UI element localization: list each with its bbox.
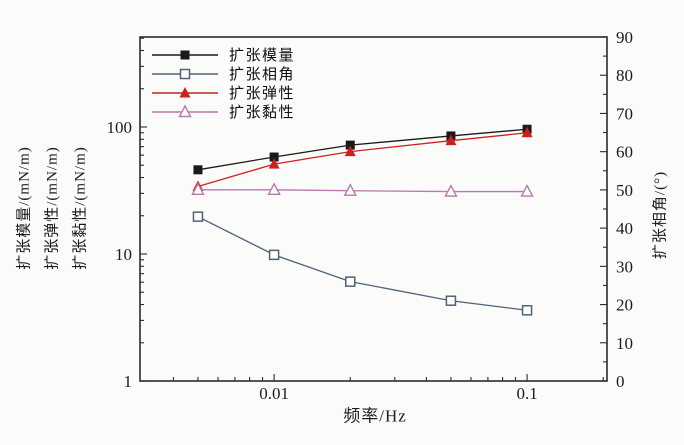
- series-marker-dilational-viscosity: [444, 184, 458, 197]
- y-left-axis-title-modulus: 扩张模量/(mN/m): [16, 146, 33, 270]
- legend-glyph-dilational-modulus: [180, 50, 190, 59]
- series-marker-dilational-viscosity: [520, 184, 534, 197]
- y-left-tick-label: 1: [124, 372, 133, 391]
- series-marker-dilational-elasticity: [445, 134, 457, 146]
- legend-label-phase-angle: 扩张相角: [229, 67, 296, 83]
- series-marker-dilational-modulus: [345, 140, 355, 150]
- legend-glyph-dilational-elasticity: [179, 86, 191, 97]
- legend-glyph-dilational-viscosity: [178, 103, 192, 117]
- y-left-axis-title-elasticity: 扩张弹性/(mN/m): [44, 146, 61, 270]
- legend-label-dilational-modulus: 扩张模量: [229, 48, 296, 64]
- y-right-tick-label: 30: [616, 257, 633, 276]
- series-marker-dilational-viscosity: [267, 182, 281, 196]
- y-left-axis-title-viscosity: 扩张黏性/(mN/m): [72, 146, 89, 270]
- series-marker-dilational-modulus: [269, 152, 279, 162]
- x-tick-label: 0.01: [259, 384, 289, 403]
- y-right-axis-title: 扩张相角/(°): [652, 170, 669, 260]
- legend-glyph-phase-angle: [179, 68, 191, 79]
- series-marker-phase-angle: [345, 276, 356, 287]
- series-marker-dilational-elasticity: [521, 126, 533, 138]
- y-right-tick-label: 90: [616, 28, 633, 47]
- series-marker-dilational-elasticity: [344, 145, 356, 157]
- y-right-tick-label: 70: [616, 104, 633, 123]
- x-tick-label: 0.1: [516, 384, 537, 403]
- series-marker-phase-angle: [192, 211, 204, 222]
- series-marker-dilational-viscosity: [191, 182, 205, 196]
- series-marker-phase-angle: [445, 295, 457, 306]
- legend-item-dilational-modulus: 扩张模量: [150, 45, 295, 64]
- y-left-tick-label: 100: [107, 118, 133, 137]
- series-line-dilational-viscosity: [197, 189, 528, 193]
- series-marker-dilational-elasticity: [268, 158, 280, 169]
- series-marker-phase-angle: [268, 249, 280, 261]
- series-marker-dilational-viscosity: [343, 183, 357, 196]
- legend-marker-dilational-viscosity-icon: [152, 103, 218, 117]
- y-left-tick-label: 10: [115, 245, 132, 264]
- series-line-dilational-elasticity: [197, 132, 528, 188]
- legend-label-dilational-elasticity: 扩张弹性: [229, 86, 296, 102]
- series-marker-dilational-modulus: [193, 165, 203, 175]
- y-right-tick-label: 20: [616, 296, 633, 315]
- legend-label-dilational-viscosity: 扩张黏性: [229, 105, 296, 121]
- y-right-tick-label: 10: [616, 334, 633, 353]
- legend-marker-phase-angle-icon: [152, 68, 218, 79]
- y-right-tick-label: 50: [616, 181, 633, 200]
- legend: 扩张模量扩张相角扩张弹性扩张黏性: [150, 45, 295, 121]
- series-line-dilational-modulus: [197, 128, 528, 171]
- legend-marker-dilational-modulus-icon: [152, 50, 218, 59]
- legend-item-dilational-elasticity: 扩张弹性: [150, 83, 295, 102]
- legend-item-phase-angle: 扩张相角: [150, 64, 295, 83]
- y-right-tick-label: 80: [616, 66, 633, 85]
- legend-marker-dilational-elasticity-icon: [152, 86, 218, 97]
- y-right-tick-label: 40: [616, 219, 633, 238]
- y-right-tick-label: 60: [616, 143, 633, 162]
- x-axis-title: 频率/Hz: [343, 406, 407, 426]
- series-line-phase-angle: [197, 216, 528, 311]
- legend-item-dilational-viscosity: 扩张黏性: [150, 102, 295, 121]
- y-right-tick-label: 0: [616, 372, 625, 391]
- series-marker-phase-angle: [521, 305, 533, 316]
